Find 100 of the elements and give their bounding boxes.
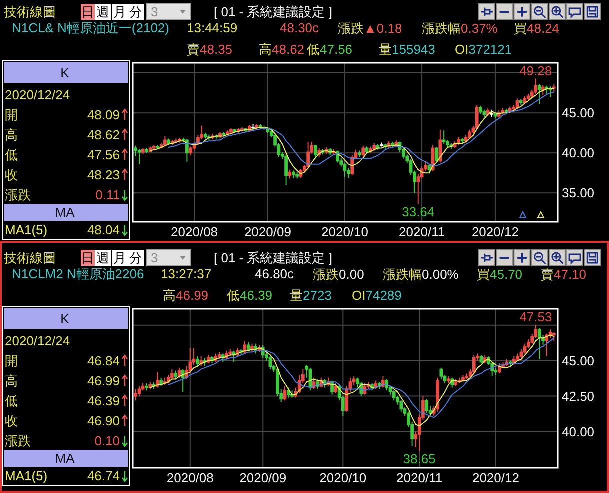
text: 漲跌	[5, 188, 31, 202]
text: 0.00	[339, 266, 364, 282]
chart-subtitle: N1CL& N輕原油近一(2102)	[12, 20, 170, 36]
x-tick-label: 2020/10	[322, 224, 368, 240]
text: 賣	[187, 42, 200, 56]
text: 高	[259, 42, 272, 56]
candlestick	[526, 93, 530, 101]
button: 週	[95, 250, 111, 266]
text: 量	[290, 288, 303, 302]
annotation: 49.28	[520, 63, 552, 78]
annotation: 47.53	[520, 309, 552, 324]
candlestick	[538, 84, 542, 105]
candlestick	[494, 112, 498, 120]
text: 買	[514, 20, 527, 36]
y-tick-label: 45.00	[562, 106, 595, 121]
candlestick	[457, 136, 460, 146]
candlestick	[519, 98, 523, 106]
text: 開	[5, 354, 18, 368]
candlestick	[314, 144, 318, 160]
text: 47.10	[554, 266, 587, 282]
y-tick-label: 35.00	[562, 186, 595, 201]
text: 46.90	[87, 414, 120, 428]
candlestick	[362, 145, 366, 157]
candlestick	[218, 352, 222, 360]
candlestick	[400, 400, 404, 412]
candlestick	[545, 333, 549, 358]
candlestick	[252, 124, 255, 130]
x-tick-label: 2020/08	[171, 224, 218, 240]
y-tick-label: 42.50	[562, 388, 595, 404]
x-tick-label: 2020/12	[472, 470, 520, 486]
text: 46.39	[240, 288, 273, 302]
candlestick	[283, 386, 287, 402]
button: 日	[81, 4, 95, 20]
line-series	[150, 88, 555, 174]
annotation: 38.65	[403, 451, 436, 466]
candlestick	[164, 136, 167, 146]
text: 13:44:59	[187, 20, 238, 36]
text: 48.04	[87, 222, 120, 238]
button: 日	[81, 250, 95, 266]
candlestick	[552, 332, 556, 342]
candlestick	[203, 357, 207, 367]
candlestick	[152, 144, 156, 150]
text: 高	[163, 288, 176, 302]
candlestick	[204, 132, 208, 140]
candlestick	[479, 105, 482, 114]
text: 48.62	[87, 128, 120, 142]
x-tick-label: 2020/09	[240, 470, 287, 486]
candlestick	[468, 129, 472, 140]
candlestick	[167, 138, 171, 146]
text: 46.99	[176, 288, 209, 302]
candlestick	[160, 377, 163, 387]
candlestick	[480, 354, 484, 364]
candlestick	[174, 370, 178, 380]
candlestick	[250, 343, 254, 353]
candlestick	[516, 98, 520, 110]
candlestick	[490, 109, 494, 118]
candlestick	[296, 172, 299, 180]
text: 0.00%	[422, 266, 460, 282]
text: 48.09	[87, 108, 120, 122]
candlestick	[523, 343, 527, 354]
x-tick-label: 2020/12	[472, 224, 519, 240]
candlestick	[472, 354, 476, 374]
candlestick	[145, 383, 148, 392]
candlestick	[454, 378, 458, 387]
dropdown-field: 3	[146, 4, 192, 20]
candlestick	[268, 356, 272, 370]
text: 48.24	[527, 20, 560, 36]
candlestick	[365, 146, 369, 154]
text: 低	[307, 42, 320, 56]
candlestick	[170, 368, 174, 380]
candlestick	[358, 150, 362, 158]
candlestick	[200, 356, 203, 367]
text: 46.99	[87, 374, 120, 388]
text: ▲0.18	[364, 20, 402, 36]
candlestick	[494, 367, 498, 376]
section-header: K	[4, 62, 128, 83]
text: 漲跌幅	[422, 20, 461, 36]
text: 漲跌	[313, 266, 339, 282]
text: 2020/12/24	[5, 88, 70, 102]
text: 0.37%	[461, 20, 498, 36]
text: 48.35	[200, 42, 233, 56]
text: 0.11	[96, 188, 120, 202]
text: 2723	[303, 288, 332, 302]
candlestick	[156, 144, 160, 150]
text: MA1(5)	[5, 222, 48, 238]
candlestick	[145, 148, 149, 154]
text: 74289	[366, 288, 402, 302]
candlestick	[392, 390, 396, 402]
text: 收	[5, 168, 18, 182]
section-header: MA	[4, 204, 128, 221]
text: [ 01 - 系統建議設定 ]	[214, 4, 332, 20]
candlestick	[222, 132, 226, 137]
candlestick	[436, 377, 440, 412]
candlestick	[548, 86, 552, 98]
text: 2020/12/24	[5, 334, 70, 348]
candlestick	[438, 129, 442, 164]
text: 漲跌	[338, 20, 364, 36]
text: 低	[5, 148, 18, 162]
candlestick	[475, 104, 479, 130]
text: 高	[5, 128, 18, 142]
